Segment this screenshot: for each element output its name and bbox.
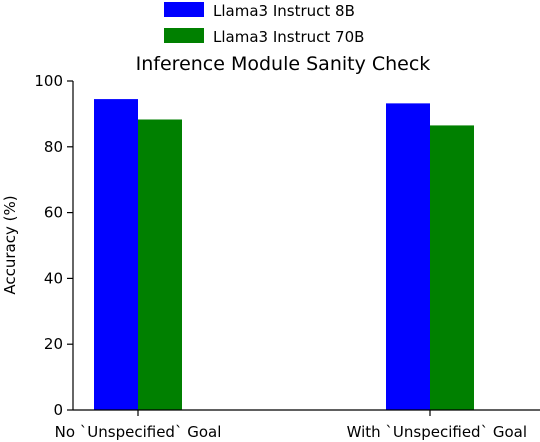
bar-series-0-category-0	[94, 99, 138, 410]
bar-series-0-category-1	[386, 103, 430, 410]
y-tick-label-0: 0	[53, 401, 63, 419]
bar-series-1-category-1	[430, 125, 474, 410]
y-tick-label-3: 60	[44, 204, 63, 222]
chart-title: Inference Module Sanity Check	[136, 53, 431, 75]
x-category-label-0: No `Unspecified` Goal	[55, 423, 222, 441]
y-tick-label-1: 20	[44, 335, 63, 353]
y-tick-label-2: 40	[44, 269, 63, 287]
y-tick-label-5: 100	[34, 72, 63, 90]
y-tick-label-4: 80	[44, 138, 63, 156]
x-category-label-1: With `Unspecified` Goal	[347, 423, 527, 441]
legend-swatch-series-0	[164, 2, 204, 17]
bars	[94, 99, 474, 411]
y-axis-label: Accuracy (%)	[1, 195, 19, 294]
legend-label-series-1: Llama3 Instruct 70B	[213, 28, 364, 46]
y-axis-ticks: 0 20 40 60 80 100	[34, 72, 73, 419]
legend-label-series-0: Llama3 Instruct 8B	[213, 2, 355, 20]
x-axis-labels: No `Unspecified` Goal With `Unspecified` …	[55, 410, 527, 441]
legend: Llama3 Instruct 8B Llama3 Instruct 70B	[164, 2, 364, 46]
legend-swatch-series-1	[164, 28, 204, 43]
bar-series-1-category-0	[138, 119, 182, 411]
